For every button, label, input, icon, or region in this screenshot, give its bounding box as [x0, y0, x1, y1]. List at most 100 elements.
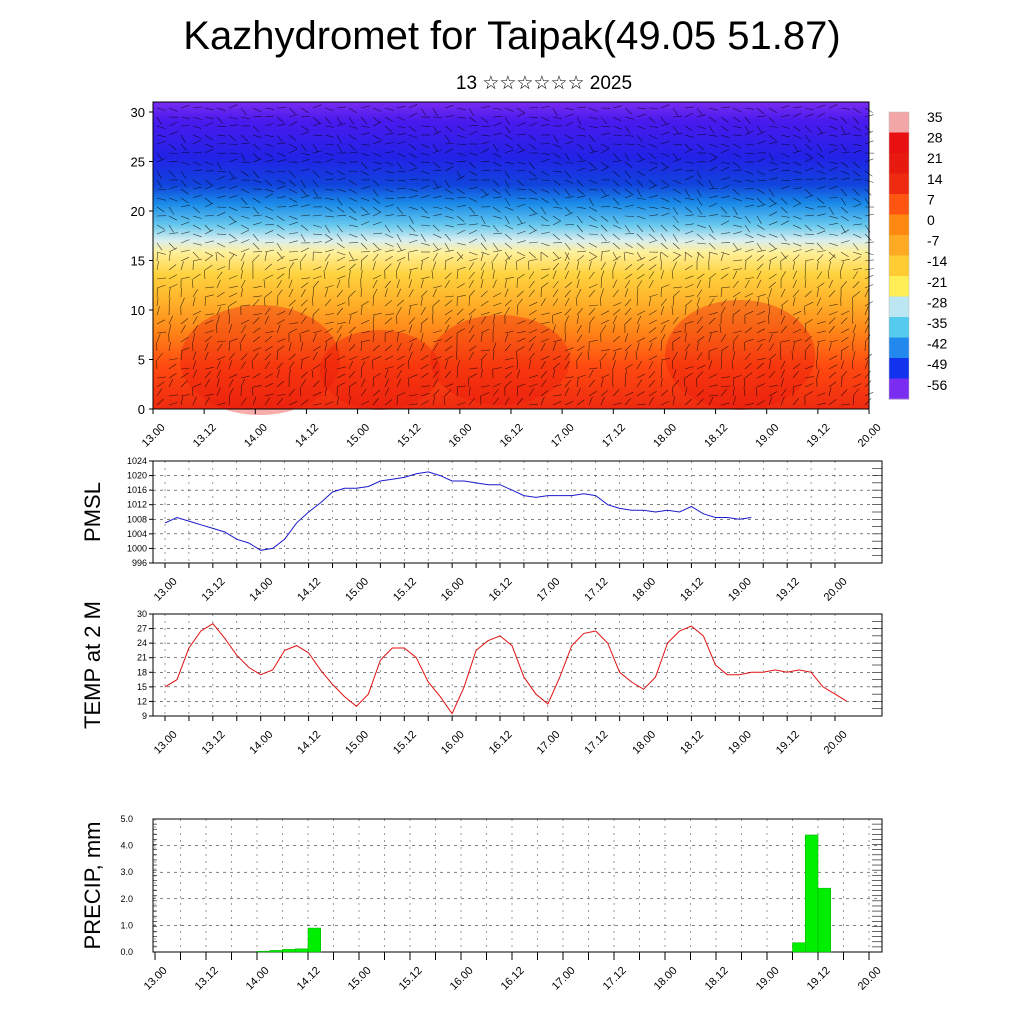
wind-barb: [432, 213, 442, 217]
wind-barb: [228, 275, 238, 280]
wind-barb: [816, 297, 821, 307]
wind-barb: [240, 142, 250, 145]
wind-barb: [348, 143, 356, 151]
wind-barb: [540, 361, 546, 370]
wind-barb: [456, 318, 465, 325]
wind-barb: [516, 383, 526, 388]
wind-barb: [816, 261, 819, 271]
wind-barb: [696, 316, 703, 325]
precip-x-tick-label: 18.00: [652, 965, 680, 993]
wind-barb: [768, 261, 771, 271]
temp-y-tick-label: 21: [137, 653, 147, 663]
wind-barb: [564, 297, 570, 307]
wind-barb: [672, 168, 682, 172]
wind-barb: [624, 280, 631, 289]
wind-barb: [492, 161, 502, 167]
wind-barb: [492, 397, 499, 406]
wind-barb: [648, 224, 655, 233]
wind-barb: [504, 116, 510, 125]
wind-barb: [180, 197, 189, 204]
wind-barb: [348, 315, 352, 325]
wind-barb: [300, 158, 310, 163]
wind-barb: [732, 107, 742, 113]
wind-barb: [540, 197, 549, 203]
wind-barb: [180, 347, 190, 352]
wind-barb: [240, 378, 246, 388]
wind-barb: [384, 369, 389, 379]
temp-x-tick-label: 15.12: [391, 729, 419, 757]
wind-barb: [252, 295, 262, 298]
wind-barb: [720, 134, 730, 139]
wind-barb: [624, 224, 631, 233]
wind-barb: [360, 270, 363, 280]
wind-barb: [360, 116, 368, 125]
wind-barb: [528, 343, 534, 352]
wind-barb: [528, 197, 538, 200]
wind-barb: [552, 107, 558, 117]
wind-barb: [312, 403, 322, 406]
wind-barb: [780, 206, 788, 214]
wind-barb: [852, 179, 863, 181]
wind-barb: [504, 279, 507, 289]
wind-barb: [204, 116, 214, 120]
wind-barb: [444, 161, 454, 165]
wind-barb: [156, 141, 166, 145]
wind-barb: [168, 378, 174, 388]
wind-barb: [408, 104, 418, 109]
wind-barb: [792, 249, 802, 253]
wind-barb: [552, 152, 561, 159]
wind-barb: [600, 252, 603, 262]
x-tick-label: 16.12: [498, 422, 526, 450]
wind-barb: [552, 298, 559, 307]
wind-barb: [851, 359, 854, 370]
wind-barb: [348, 188, 357, 194]
wind-barb: [636, 379, 643, 388]
wind-barb: [156, 388, 163, 397]
wind-barb: [804, 167, 814, 172]
wind-barb: [852, 388, 859, 397]
wind-barb: [672, 336, 681, 343]
wind-barb: [720, 345, 729, 352]
wind-barb: [216, 195, 226, 199]
wind-barb: [336, 177, 346, 181]
wind-barb: [660, 233, 667, 242]
wind-barb: [156, 261, 159, 271]
wind-barb: [480, 141, 490, 145]
wind-barb: [732, 215, 742, 220]
wind-barb: [852, 333, 855, 343]
wind-barb: [780, 197, 788, 205]
wind-barb: [768, 360, 772, 370]
wind-barb: [216, 323, 218, 334]
wind-barb: [804, 343, 811, 352]
wind-barb: [792, 106, 802, 109]
wind-barb: [720, 267, 730, 271]
wind-barb: [384, 344, 392, 352]
wind-barb: [636, 337, 646, 343]
wind-barb: [792, 261, 795, 271]
wind-barb: [672, 143, 682, 146]
wind-barb: [708, 295, 718, 298]
wind-barb: [336, 355, 346, 361]
wind-barb: [768, 288, 772, 298]
wind-barb: [468, 352, 474, 361]
wind-barb: [239, 342, 242, 352]
wind-barb: [780, 315, 786, 325]
wind-barb: [192, 258, 202, 262]
wind-barb: [444, 115, 454, 118]
wind-barb: [408, 267, 418, 271]
y-tick-label: 30: [131, 105, 145, 120]
x-tick-label: 19.00: [753, 422, 781, 450]
wind-barb: [372, 134, 381, 141]
wind-barb: [672, 380, 680, 388]
colorbar-label: -42: [927, 336, 947, 352]
wind-barb: [720, 149, 730, 154]
wind-barb: [780, 125, 790, 129]
wind-barb: [300, 233, 306, 243]
wind-barb: [288, 170, 296, 178]
wind-barb: [828, 215, 838, 219]
wind-barb: [384, 300, 393, 307]
wind-barb: [360, 221, 370, 226]
wind-barb: [612, 152, 620, 160]
wind-barb: [432, 116, 443, 118]
wind-barb: [396, 288, 401, 298]
